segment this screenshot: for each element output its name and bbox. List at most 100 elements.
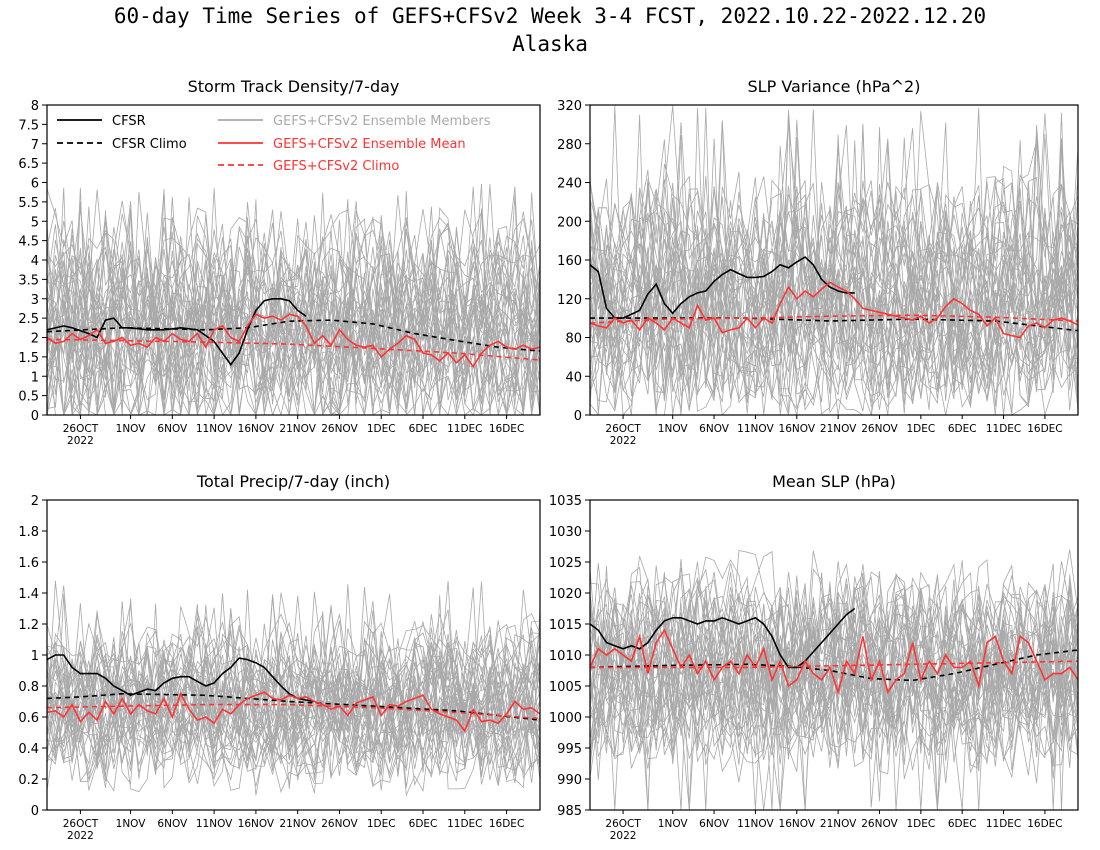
ensemble-member-line: [590, 119, 1078, 415]
ensemble-member-line: [47, 187, 540, 415]
x-tick-label: 16DEC: [489, 818, 524, 830]
x-tick-label: 11DEC: [986, 818, 1021, 830]
series-line-cfsr: [47, 297, 307, 366]
series-line-cfsr-climo: [590, 317, 1078, 332]
legend-label: GEFS+CFSv2 Ensemble Members: [273, 114, 491, 129]
y-tick-label: 1: [31, 649, 39, 664]
series-line-gefs-cfsv2-ensemble-mean: [590, 281, 1078, 339]
y-tick-label: 0.6: [18, 711, 39, 726]
x-tick-label: 21NOV: [820, 423, 857, 435]
ensemble-member-line: [590, 276, 1078, 415]
plot-area: [590, 549, 1078, 810]
x-tick-label: 1NOV: [116, 818, 147, 830]
ensemble-member-line: [47, 595, 540, 793]
y-tick-label: 1020: [549, 587, 582, 602]
x-tick-label: 11DEC: [447, 423, 482, 435]
ensemble-member-line: [590, 634, 1078, 773]
x-tick-label: 21NOV: [279, 423, 316, 435]
series-line-gefs-cfsv2-climo: [47, 703, 540, 720]
ensemble-member-line: [590, 565, 1078, 810]
y-tick-label: 3.5: [18, 273, 39, 288]
ensemble-member-line: [590, 573, 1078, 712]
chart-panel-1: Storm Track Density/7-day 0 0.5 1 1.5 2 2.5 3 3.…: [18, 77, 541, 447]
x-tick-label: 1DEC: [906, 818, 935, 830]
y-tick-label: 160: [557, 254, 582, 269]
x-tick-label: 11NOV: [196, 818, 233, 830]
y-tick-label: 0: [574, 409, 582, 424]
x-tick-label: 1DEC: [906, 423, 935, 435]
page-title-line-1: 60-day Time Series of GEFS+CFSv2 Week 3-…: [113, 4, 987, 28]
x-tick-label: 1NOV: [658, 818, 689, 830]
x-tick-label: 6DEC: [409, 818, 438, 830]
ensemble-member-line: [47, 637, 540, 742]
y-tick-label: 1015: [549, 618, 582, 633]
ensemble-member-line: [590, 247, 1078, 398]
x-tick-label: 1NOV: [116, 423, 147, 435]
x-tick-label: 16DEC: [489, 423, 524, 435]
ensemble-member-line: [590, 109, 1078, 328]
x-tick-year-label: 2022: [67, 435, 94, 447]
chart-panel-4: Mean SLP (hPa) 985 990 995 1000 1005 1010 1015 1…: [549, 472, 1079, 842]
ensemble-member-line: [590, 128, 1078, 321]
x-tick-label: 11NOV: [737, 423, 774, 435]
y-tick-label: 3: [31, 293, 39, 308]
plot-area: [47, 580, 540, 797]
y-tick-label: 5: [31, 215, 39, 230]
ensemble-member-line: [590, 111, 1078, 334]
y-tick-label: 5.5: [18, 196, 39, 211]
chart-title: SLP Variance (hPa^2): [748, 77, 921, 96]
x-tick-label: 11DEC: [447, 818, 482, 830]
y-tick-label: 1.5: [18, 351, 39, 366]
x-tick-label: 6DEC: [948, 818, 977, 830]
series-line-cfsr: [590, 256, 855, 319]
ensemble-member-line: [590, 550, 1078, 810]
x-tick-label: 26NOV: [861, 423, 898, 435]
y-tick-label: 320: [557, 99, 582, 114]
ensemble-member-line: [47, 610, 540, 734]
y-tick-label: 995: [557, 742, 582, 757]
x-tick-label: 16NOV: [238, 423, 275, 435]
x-tick-label: 6DEC: [948, 423, 977, 435]
ensemble-member-line: [47, 183, 540, 415]
page-title: 60-day Time Series of GEFS+CFSv2 Week 3-…: [0, 2, 1100, 58]
y-tick-label: 80: [565, 332, 582, 347]
y-tick-label: 0.2: [18, 773, 39, 788]
y-tick-label: 240: [557, 177, 582, 192]
y-tick-label: 6: [31, 177, 39, 192]
y-tick-label: 985: [557, 804, 582, 819]
y-tick-label: 280: [557, 138, 582, 153]
series-line-gefs-cfsv2-ensemble-mean: [47, 691, 540, 733]
ensemble-members: [590, 549, 1078, 810]
x-tick-label: 11NOV: [196, 423, 233, 435]
y-tick-label: 1035: [549, 494, 582, 509]
plot-area: [590, 105, 1078, 415]
y-tick-label: 1005: [549, 680, 582, 695]
series-line-gefs-cfsv2-climo: [590, 660, 1078, 669]
x-tick-label: 16DEC: [1027, 818, 1062, 830]
x-tick-label: 26NOV: [321, 818, 358, 830]
x-tick-year-label: 2022: [610, 435, 637, 447]
y-tick-label: 1.8: [18, 525, 39, 540]
ensemble-member-line: [47, 603, 540, 789]
chart-title: Total Precip/7-day (inch): [196, 472, 390, 491]
ensemble-members: [47, 183, 540, 415]
x-tick-label: 26NOV: [861, 818, 898, 830]
ensemble-member-line: [47, 188, 540, 397]
chart-title: Mean SLP (hPa): [772, 472, 896, 491]
ensemble-member-line: [47, 262, 540, 399]
ensemble-member-line: [47, 254, 540, 388]
legend-label: CFSR Climo: [112, 137, 187, 152]
x-tick-label: 1DEC: [367, 423, 396, 435]
y-tick-label: 1010: [549, 649, 582, 664]
ensemble-member-line: [590, 605, 1078, 746]
x-tick-year-label: 2022: [610, 830, 637, 842]
y-tick-label: 1000: [549, 711, 582, 726]
page-title-line-2: Alaska: [512, 32, 588, 56]
x-tick-label: 26OCT: [63, 423, 99, 435]
x-tick-label: 6NOV: [157, 818, 188, 830]
y-tick-label: 1030: [549, 525, 582, 540]
legend: CFSR CFSR Climo GEFS+CFSv2 Ensemble Member…: [57, 114, 491, 174]
ensemble-member-line: [47, 295, 540, 415]
y-tick-label: 1.2: [18, 618, 39, 633]
